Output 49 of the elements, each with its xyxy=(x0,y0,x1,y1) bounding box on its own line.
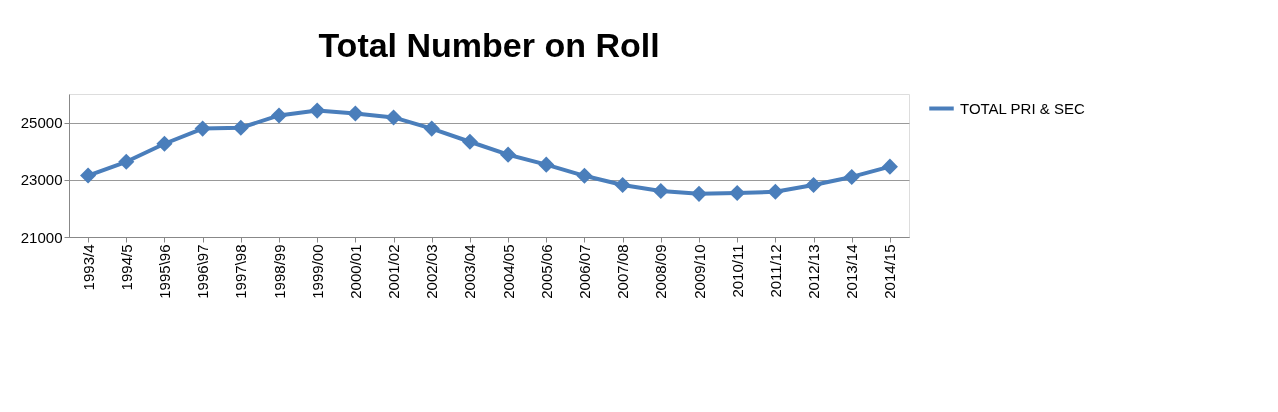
x-tick-label: 2014/15 xyxy=(881,244,899,299)
x-tick-label: 1998/99 xyxy=(270,244,288,299)
x-tick-label: 2006/07 xyxy=(575,244,593,299)
point xyxy=(690,185,708,202)
point xyxy=(347,105,364,122)
x-tick-label: 2011/12 xyxy=(766,244,784,298)
point xyxy=(538,156,555,173)
x-tick-label: 2002/03 xyxy=(423,244,441,299)
point xyxy=(232,119,249,136)
point xyxy=(767,183,784,200)
point xyxy=(729,184,746,202)
x-tick-label: 2005/06 xyxy=(537,244,555,299)
point xyxy=(843,168,860,185)
point xyxy=(385,109,402,126)
point xyxy=(805,176,822,194)
x-tick-label: 1996\97 xyxy=(194,244,212,299)
x-tick-label: 2007/08 xyxy=(614,244,632,299)
point xyxy=(270,107,288,124)
chart-title: Total Number on Roll xyxy=(318,26,660,64)
point xyxy=(156,135,173,152)
point xyxy=(461,133,478,150)
point xyxy=(194,120,211,137)
point xyxy=(118,153,135,170)
point xyxy=(80,167,97,184)
point xyxy=(576,167,593,184)
x-tick-label: 2013/14 xyxy=(843,244,861,299)
x-tick-label: 2000/01 xyxy=(346,244,364,299)
point xyxy=(423,120,440,137)
x-tick-label: 2004/05 xyxy=(499,244,517,299)
x-tick-label: 1999/00 xyxy=(308,244,326,299)
point xyxy=(309,102,326,119)
y-tick-label: 23000 xyxy=(20,171,63,189)
x-tick-label: 1995\96 xyxy=(155,244,173,299)
point xyxy=(881,158,898,175)
y-tick-label: 25000 xyxy=(20,114,63,132)
x-tick-label: 1993/4 xyxy=(79,244,97,291)
x-tick-label: 2008/09 xyxy=(652,244,670,299)
x-tick-label: 1994/5 xyxy=(117,244,135,291)
point xyxy=(500,146,517,163)
point xyxy=(614,176,631,194)
x-tick-label: 1997\98 xyxy=(232,244,250,299)
x-tick-label: 2003/04 xyxy=(461,244,479,299)
x-tick-label: 2001/02 xyxy=(385,244,403,299)
x-tick-label: 2010/11 xyxy=(728,244,746,298)
x-tick-label: 2012/13 xyxy=(805,244,823,299)
point xyxy=(652,182,669,200)
x-tick-label: 2009/10 xyxy=(690,244,708,299)
y-tick-label: 21000 xyxy=(20,228,63,246)
legend-label: TOTAL PRI & SEC xyxy=(960,99,1085,117)
